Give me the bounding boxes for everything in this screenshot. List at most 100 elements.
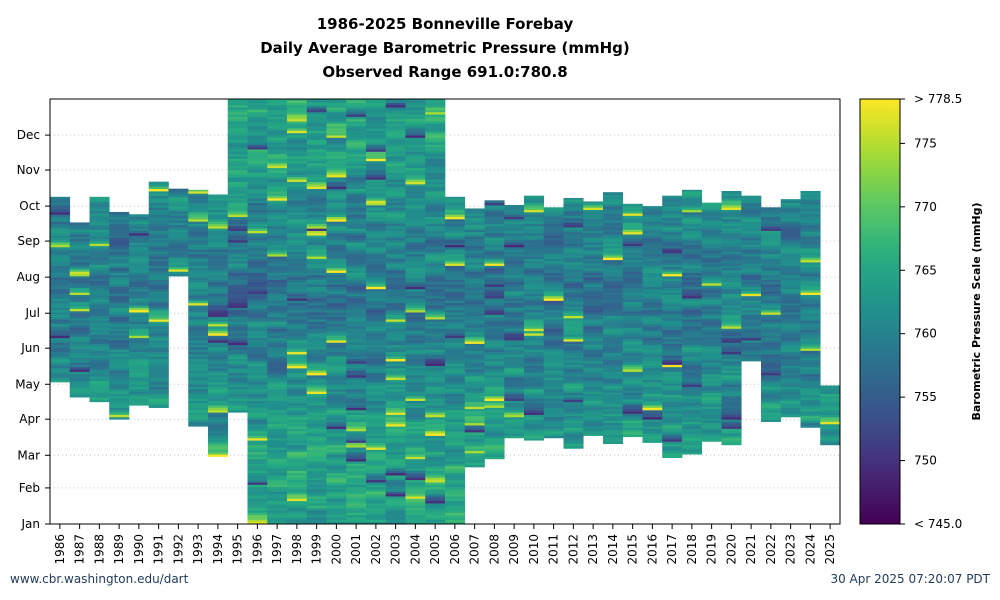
heatmap-cell: [425, 156, 446, 159]
heatmap-cell: [287, 391, 308, 394]
heatmap-cell: [287, 156, 308, 159]
heatmap-cell: [247, 386, 268, 390]
heatmap-cell: [405, 407, 426, 411]
heatmap-cell: [405, 221, 426, 224]
heatmap-cell: [306, 400, 327, 404]
heatmap-cell: [346, 181, 367, 185]
heatmap-cell: [385, 472, 406, 476]
heatmap-cell: [129, 244, 150, 248]
heatmap-cell: [287, 195, 308, 199]
heatmap-cell: [346, 384, 367, 387]
heatmap-cell: [168, 206, 189, 209]
heatmap-cell: [346, 479, 367, 483]
heatmap-cell: [405, 232, 426, 236]
heatmap-cell: [543, 421, 564, 425]
heatmap-cell: [247, 298, 268, 301]
heatmap-cell: [780, 330, 801, 334]
heatmap-cell: [168, 220, 189, 223]
heatmap-cell: [622, 296, 643, 300]
x-tick-label: 1995: [231, 534, 245, 565]
heatmap-cell: [800, 322, 821, 326]
heatmap-cell: [780, 393, 801, 397]
heatmap-cell: [267, 379, 288, 383]
heatmap-cell: [780, 360, 801, 364]
heatmap-cell: [662, 222, 683, 226]
heatmap-cell: [346, 374, 367, 378]
heatmap-cell: [306, 263, 327, 266]
heatmap-cell: [188, 393, 209, 397]
heatmap-cell: [346, 519, 367, 523]
heatmap-cell: [701, 366, 722, 370]
heatmap-cell: [425, 223, 446, 227]
heatmap-cell: [188, 374, 209, 378]
heatmap-cell: [227, 323, 248, 327]
heatmap-cell: [227, 239, 248, 243]
heatmap-cell: [69, 378, 90, 382]
heatmap-cell: [267, 412, 288, 415]
heatmap-cell: [306, 279, 327, 283]
heatmap-cell: [346, 177, 367, 180]
heatmap-cell: [721, 400, 742, 404]
heatmap-cell: [366, 209, 387, 213]
heatmap-cell: [484, 314, 505, 318]
heatmap-cell: [504, 218, 525, 222]
heatmap-cell: [267, 218, 288, 222]
heatmap-cell: [563, 397, 584, 400]
heatmap-cell: [247, 328, 268, 332]
heatmap-cell: [69, 320, 90, 323]
heatmap-cell: [129, 305, 150, 308]
heatmap-cell: [761, 388, 782, 392]
heatmap-cell: [780, 374, 801, 378]
heatmap-cell: [780, 340, 801, 343]
heatmap-cell: [148, 265, 169, 269]
heatmap-cell: [524, 428, 545, 432]
heatmap-cell: [741, 300, 762, 304]
heatmap-cell: [306, 293, 327, 297]
heatmap-cell: [287, 454, 308, 457]
heatmap-cell: [405, 514, 426, 518]
heatmap-cell: [405, 305, 426, 308]
heatmap-cell: [267, 142, 288, 145]
heatmap-cell: [109, 340, 130, 343]
heatmap-cell: [227, 139, 248, 143]
heatmap-cell: [326, 377, 347, 381]
heatmap-cell: [464, 357, 485, 361]
heatmap-cell: [346, 321, 367, 325]
footer-url[interactable]: www.cbr.washington.edu/dart: [10, 572, 189, 586]
x-tick-label: 1999: [310, 534, 324, 565]
heatmap-cell: [385, 300, 406, 304]
heatmap-cell: [425, 277, 446, 280]
heatmap-cell: [208, 207, 229, 211]
heatmap-cell: [445, 456, 466, 460]
heatmap-cell: [603, 201, 624, 205]
heatmap-cell: [326, 482, 347, 485]
heatmap-cell: [227, 342, 248, 346]
heatmap-cell: [306, 442, 327, 446]
heatmap-cell: [800, 201, 821, 205]
heatmap-cell: [761, 216, 782, 220]
heatmap-cell: [89, 392, 110, 396]
heatmap-cell: [247, 354, 268, 357]
heatmap-cell: [780, 199, 801, 201]
heatmap-cell: [89, 320, 110, 323]
heatmap-cell: [247, 484, 268, 488]
heatmap-cell: [346, 435, 367, 439]
heatmap-cell: [346, 139, 367, 143]
heatmap-cell: [543, 370, 564, 374]
x-tick-label: 1986: [53, 534, 67, 565]
heatmap-cell: [227, 249, 248, 252]
heatmap-cell: [109, 360, 130, 364]
heatmap-cell: [89, 378, 110, 382]
heatmap-cell: [247, 244, 268, 248]
heatmap-cell: [504, 412, 525, 415]
heatmap-cell: [682, 228, 703, 231]
heatmap-cell: [89, 275, 110, 279]
heatmap-cell: [484, 267, 505, 271]
heatmap-cell: [366, 489, 387, 492]
heatmap-cell: [721, 237, 742, 241]
heatmap-cell: [306, 386, 327, 390]
heatmap-cell: [346, 405, 367, 408]
heatmap-cell: [464, 394, 485, 398]
heatmap-cell: [247, 302, 268, 306]
heatmap-cell: [642, 225, 663, 229]
